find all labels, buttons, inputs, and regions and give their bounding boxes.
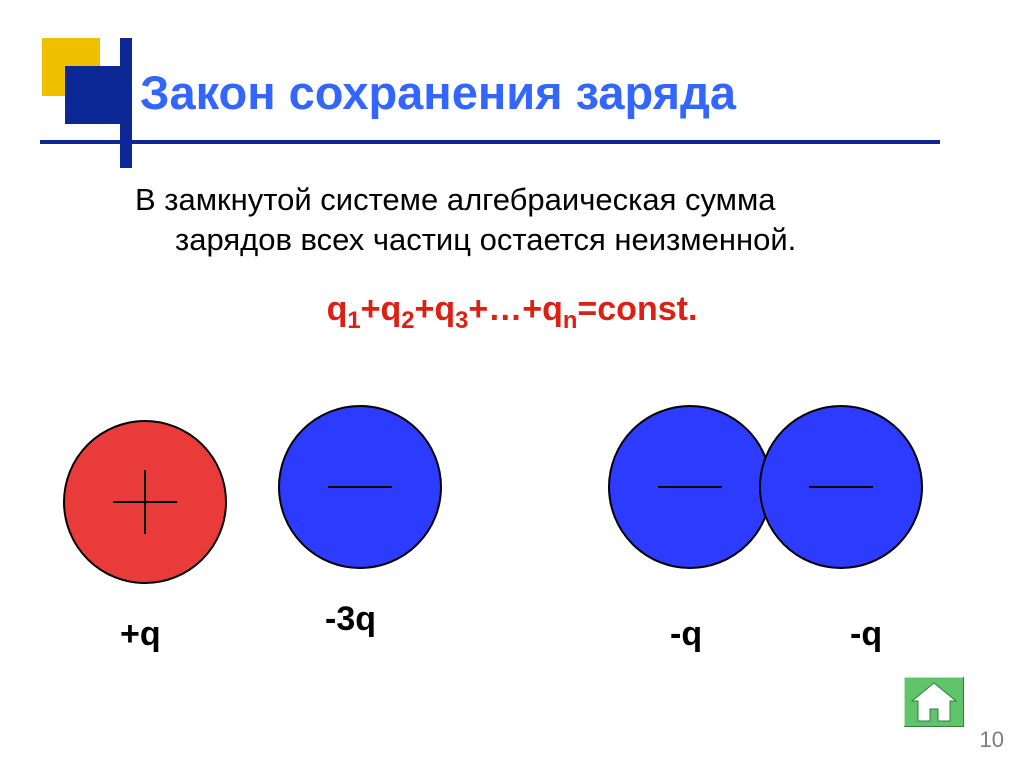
decor-vbar <box>120 38 132 168</box>
definition-text: В замкнутой системе алгебраическая сумма… <box>135 180 935 261</box>
decor-hbar <box>40 140 940 144</box>
home-icon <box>904 677 964 727</box>
page-number: 10 <box>980 727 1004 753</box>
charges-diagram: +q-3q-q-q <box>50 390 980 640</box>
home-button[interactable] <box>904 677 964 727</box>
conservation-equation: q1+q2+q3+…+qn=const. <box>0 290 1024 335</box>
charge-label-2: -q <box>670 615 702 654</box>
minus-icon <box>278 405 442 569</box>
definition-line2: зарядов всех частиц остается неизменной. <box>135 220 935 260</box>
charge-label-0: +q <box>120 615 161 654</box>
decor-square-blue <box>65 66 123 124</box>
minus-icon <box>608 405 772 569</box>
minus-icon <box>759 405 923 569</box>
charge-label-1: -3q <box>325 600 376 639</box>
page-title: Закон сохранения заряда <box>140 65 736 120</box>
definition-line1: В замкнутой системе алгебраическая сумма <box>135 182 776 217</box>
charge-label-3: -q <box>850 615 882 654</box>
plus-icon <box>63 420 227 584</box>
